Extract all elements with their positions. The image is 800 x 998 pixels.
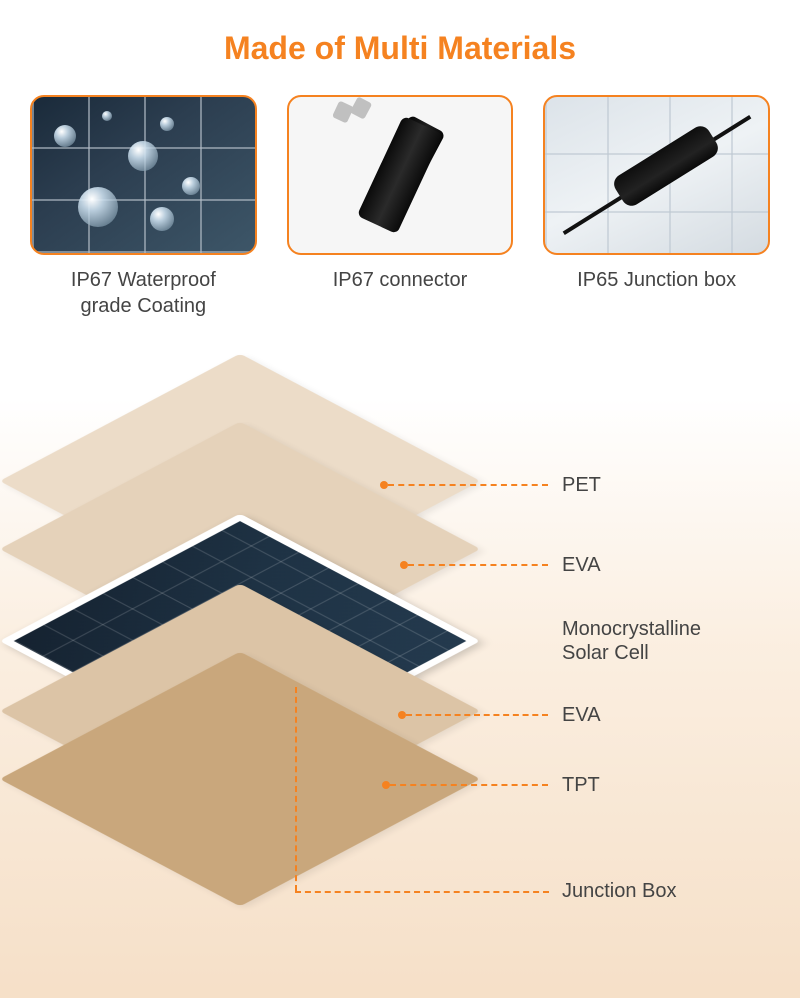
- page-title: Made of Multi Materials: [30, 30, 770, 67]
- leader-line: [295, 687, 297, 891]
- leader-line: [295, 891, 549, 893]
- panel-wet-icon: [30, 95, 257, 255]
- layer-label-junction: Junction Box: [562, 879, 677, 903]
- infographic-container: Made of Multi Materials IP67 Waterproof …: [0, 0, 800, 931]
- exploded-diagram: PET EVA Monocrystalline Solar Cell EVA T…: [30, 371, 770, 931]
- feature-label: IP67 connector: [287, 267, 514, 293]
- mc4-connector-icon: [287, 95, 514, 255]
- layer-tpt: [70, 609, 410, 949]
- feature-row: IP67 Waterproof grade Coating IP67 conne…: [30, 95, 770, 319]
- leader-line: [408, 564, 548, 566]
- junction-box-icon: [543, 95, 770, 255]
- layer-label-tpt: TPT: [562, 773, 600, 797]
- feature-connector: IP67 connector: [287, 95, 514, 319]
- leader-dot-icon: [382, 781, 390, 789]
- layer-label-pet: PET: [562, 473, 601, 497]
- layer-label-eva-top: EVA: [562, 553, 601, 577]
- feature-label: IP65 Junction box: [543, 267, 770, 293]
- leader-line: [406, 714, 548, 716]
- leader-line: [388, 484, 548, 486]
- leader-line: [390, 784, 548, 786]
- layer-label-eva-bottom: EVA: [562, 703, 601, 727]
- feature-junction: IP65 Junction box: [543, 95, 770, 319]
- leader-dot-icon: [380, 481, 388, 489]
- layer-label-solar: Monocrystalline Solar Cell: [562, 617, 701, 665]
- leader-dot-icon: [398, 711, 406, 719]
- feature-waterproof: IP67 Waterproof grade Coating: [30, 95, 257, 319]
- leader-dot-icon: [400, 561, 408, 569]
